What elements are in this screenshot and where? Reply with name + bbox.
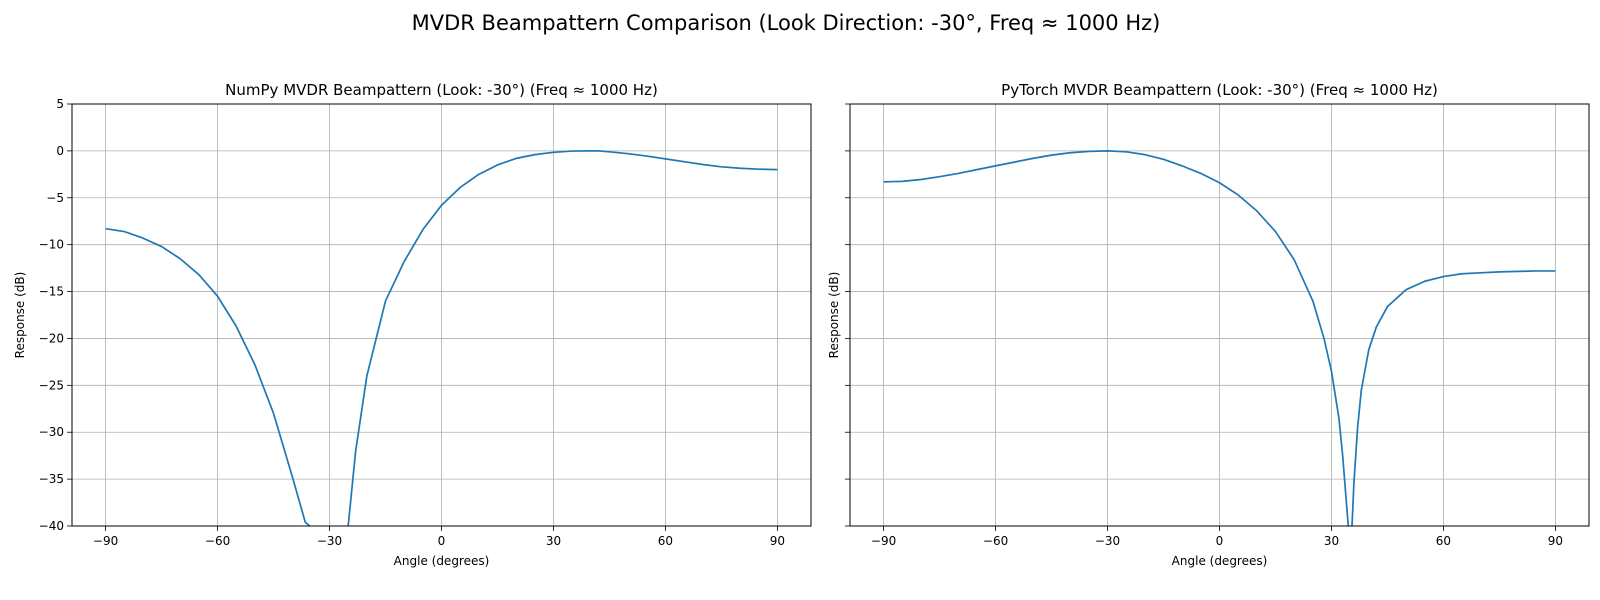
numpy-x-tick-label: −60 <box>205 534 230 548</box>
pytorch-chart-panel: −90 −60 −30 0 30 60 90 PyTorch MVDR Beampattern… <box>827 81 1590 568</box>
figure-title: MVDR Beampattern Comparison (Look Direct… <box>412 11 1161 35</box>
pytorch-x-tick-label: 90 <box>1548 534 1563 548</box>
numpy-x-tick-label: −30 <box>317 534 342 548</box>
numpy-y-tick-label: −40 <box>39 519 64 533</box>
pytorch-x-tick-label: 30 <box>1324 534 1339 548</box>
pytorch-x-tick-label: 0 <box>1216 534 1224 548</box>
pytorch-x-axis-label: Angle (degrees) <box>1172 554 1268 568</box>
numpy-y-tick-label: −5 <box>46 191 64 205</box>
numpy-y-tick-label: 0 <box>56 144 64 158</box>
numpy-y-tick-label: −30 <box>39 425 64 439</box>
numpy-y-tick-label: −25 <box>39 378 64 392</box>
pytorch-chart-title: PyTorch MVDR Beampattern (Look: -30°) (F… <box>1001 81 1438 99</box>
numpy-y-tick-label: −15 <box>39 285 64 299</box>
pytorch-x-tick-label: −90 <box>871 534 896 548</box>
numpy-y-axis-label: Response (dB) <box>13 272 27 359</box>
numpy-x-tick-label: −90 <box>93 534 118 548</box>
numpy-x-axis-label: Angle (degrees) <box>394 554 490 568</box>
numpy-x-tick-label: 90 <box>770 534 785 548</box>
numpy-y-tick-label: 5 <box>56 97 64 111</box>
pytorch-x-tick-label: −30 <box>1095 534 1120 548</box>
numpy-y-tick-label: −35 <box>39 472 64 486</box>
numpy-y-tick-label: −20 <box>39 331 64 345</box>
pytorch-x-tick-label: −60 <box>983 534 1008 548</box>
numpy-chart-title: NumPy MVDR Beampattern (Look: -30°) (Fre… <box>225 81 658 99</box>
numpy-beampattern-line <box>105 150 778 526</box>
numpy-x-tick-label: 60 <box>658 534 673 548</box>
numpy-y-tick-label: −10 <box>39 238 64 252</box>
pytorch-x-tick-label: 60 <box>1436 534 1451 548</box>
numpy-chart-panel: −90 −60 −30 0 30 60 90 5 0 −5 −10 −15 −20 −25 −30 −35 −4… <box>13 81 812 568</box>
numpy-x-tick-label: 30 <box>546 534 561 548</box>
numpy-x-tick-label: 0 <box>438 534 446 548</box>
pytorch-y-axis-label: Response (dB) <box>827 272 841 359</box>
pytorch-beampattern-line <box>883 150 1556 526</box>
